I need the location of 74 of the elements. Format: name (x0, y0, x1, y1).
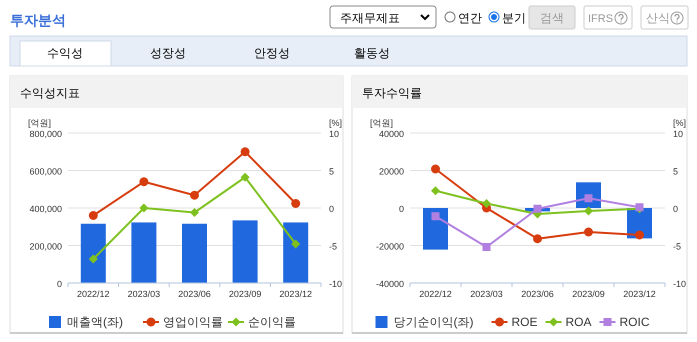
point (88, 211, 98, 220)
chart-title: 투자수익률 (362, 86, 422, 100)
y2-axis-title: [%] (673, 118, 686, 128)
text: 활동성 (354, 46, 390, 60)
x-tick-label: 2023/03 (128, 289, 160, 299)
y2-axis-title: [%] (329, 118, 342, 128)
text: 수익성 (47, 46, 83, 60)
y-tick-label: -40000 (376, 279, 404, 289)
point (431, 164, 440, 174)
point (139, 177, 148, 186)
y2-tick-label: 5 (329, 166, 334, 176)
point (482, 199, 491, 208)
y-tick-label: 0 (56, 279, 62, 289)
point (584, 206, 593, 216)
x-tick-label: 2023/09 (228, 289, 262, 299)
legend-label: ROE (512, 315, 538, 329)
text: 성장성 (150, 46, 186, 60)
y2-tick-label: 10 (673, 129, 684, 139)
legend-label: ROIC (620, 315, 650, 329)
point (240, 147, 250, 156)
y-tick-label: 0 (398, 204, 404, 214)
x-tick-label: 2023/03 (470, 289, 503, 299)
point (533, 234, 542, 244)
text: 검색 (540, 11, 564, 25)
y-tick-label: 400,000 (29, 204, 62, 214)
x-tick-label: 2023/06 (521, 289, 554, 299)
y-axis-title: [억원] (370, 118, 394, 128)
point (190, 190, 199, 200)
y2-tick-label: -5 (329, 242, 338, 252)
legend-label: 순이익률 (248, 315, 296, 329)
y-tick-label: -20000 (376, 242, 404, 252)
x-tick-label: 2023/09 (572, 289, 605, 299)
y-tick-label: 600,000 (29, 166, 62, 176)
point (291, 199, 300, 208)
y-tick-label: 40000 (378, 129, 404, 139)
y-tick-label: 800,000 (29, 129, 62, 139)
point (240, 172, 250, 182)
text: 주재무제표 (340, 11, 400, 25)
y2-tick-label: 10 (329, 129, 340, 139)
point (432, 212, 440, 220)
x-tick-label: 2023/12 (623, 289, 656, 299)
x-tick-label: 2023/12 (279, 289, 312, 299)
y2-tick-label: -10 (673, 279, 686, 289)
point (139, 204, 148, 212)
y2-tick-label: 0 (329, 204, 334, 214)
text: 안정성 (254, 46, 290, 60)
legend-label: 영업이익률 (163, 315, 223, 329)
point (584, 228, 593, 236)
y2-tick-label: 5 (673, 166, 678, 176)
text: 분기 (502, 11, 526, 25)
x-tick-label: 2022/12 (77, 289, 110, 299)
y2-tick-label: 0 (673, 204, 678, 214)
legend-label: 매출액(좌) (67, 315, 123, 329)
y2-tick-label: -5 (673, 242, 682, 252)
text: 투자분석 (10, 12, 66, 28)
legend-label: 당기순이익(좌) (394, 315, 474, 329)
point (482, 243, 490, 251)
text: 산식 (646, 11, 670, 25)
x-tick-label: 2022/12 (419, 289, 452, 299)
point (190, 208, 199, 217)
point (88, 254, 98, 264)
point (291, 240, 300, 248)
point (431, 186, 440, 196)
y-axis-title: [억원] (28, 118, 52, 128)
x-tick-label: 2023/06 (178, 289, 211, 299)
text: IFRS (588, 13, 614, 25)
point (534, 204, 542, 213)
text: 연간 (458, 11, 482, 25)
y2-tick-label: -10 (329, 279, 342, 289)
point (635, 230, 644, 240)
chart-title: 수익성지표 (20, 86, 80, 100)
y-tick-label: 20000 (378, 166, 404, 176)
y-tick-label: 200,000 (29, 242, 62, 252)
legend-label: ROA (566, 315, 592, 329)
